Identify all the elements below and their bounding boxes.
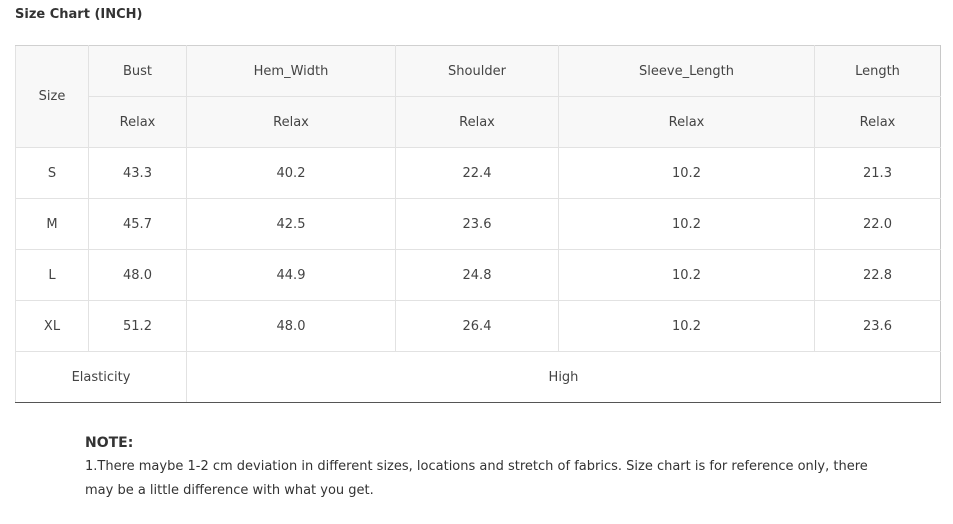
value-cell: 44.9 (186, 249, 396, 301)
elasticity-value: High (186, 351, 941, 403)
size-chart-title: Size Chart (INCH) (15, 7, 143, 22)
column-header-bust: Bust (88, 45, 187, 97)
value-cell: 48.0 (88, 249, 187, 301)
value-cell: 22.0 (814, 198, 941, 250)
table-row: XL 51.2 48.0 26.4 10.2 23.6 (15, 300, 941, 352)
note-section: NOTE: 1.There maybe 1-2 cm deviation in … (85, 435, 885, 503)
fit-label-shoulder: Relax (395, 96, 559, 148)
column-header-sleeve-length: Sleeve_Length (558, 45, 815, 97)
value-cell: 48.0 (186, 300, 396, 352)
fit-label-bust: Relax (88, 96, 187, 148)
value-cell: 10.2 (558, 300, 815, 352)
column-header-shoulder: Shoulder (395, 45, 559, 97)
value-cell: 23.6 (395, 198, 559, 250)
size-cell: S (15, 147, 89, 199)
table-row: L 48.0 44.9 24.8 10.2 22.8 (15, 249, 941, 301)
table-row: M 45.7 42.5 23.6 10.2 22.0 (15, 198, 941, 250)
fit-label-sleeve-length: Relax (558, 96, 815, 148)
value-cell: 22.4 (395, 147, 559, 199)
value-cell: 45.7 (88, 198, 187, 250)
fit-row: Relax Relax Relax Relax Relax (16, 96, 941, 148)
size-header-cell: Size (15, 45, 89, 148)
table-row: S 43.3 40.2 22.4 10.2 21.3 (15, 147, 941, 199)
note-text: 1.There maybe 1-2 cm deviation in differ… (85, 459, 868, 498)
value-cell: 10.2 (558, 249, 815, 301)
fit-label-length: Relax (814, 96, 941, 148)
elasticity-row: Elasticity High (15, 351, 941, 403)
value-cell: 10.2 (558, 147, 815, 199)
value-cell: 24.8 (395, 249, 559, 301)
value-cell: 40.2 (186, 147, 396, 199)
value-cell: 42.5 (186, 198, 396, 250)
header-row: Size Bust Hem_Width Shoulder Sleeve_Leng… (15, 45, 941, 148)
value-cell: 21.3 (814, 147, 941, 199)
note-title: NOTE: (85, 435, 134, 451)
column-header-length: Length (814, 45, 941, 97)
value-cell: 10.2 (558, 198, 815, 250)
value-cell: 43.3 (88, 147, 187, 199)
elasticity-label: Elasticity (15, 351, 187, 403)
value-cell: 22.8 (814, 249, 941, 301)
value-cell: 26.4 (395, 300, 559, 352)
size-cell: M (15, 198, 89, 250)
fit-label-hem-width: Relax (186, 96, 396, 148)
column-header-hem-width: Hem_Width (186, 45, 396, 97)
size-cell: XL (15, 300, 89, 352)
size-table: Size Bust Hem_Width Shoulder Sleeve_Leng… (15, 45, 941, 403)
size-cell: L (15, 249, 89, 301)
value-cell: 51.2 (88, 300, 187, 352)
value-cell: 23.6 (814, 300, 941, 352)
